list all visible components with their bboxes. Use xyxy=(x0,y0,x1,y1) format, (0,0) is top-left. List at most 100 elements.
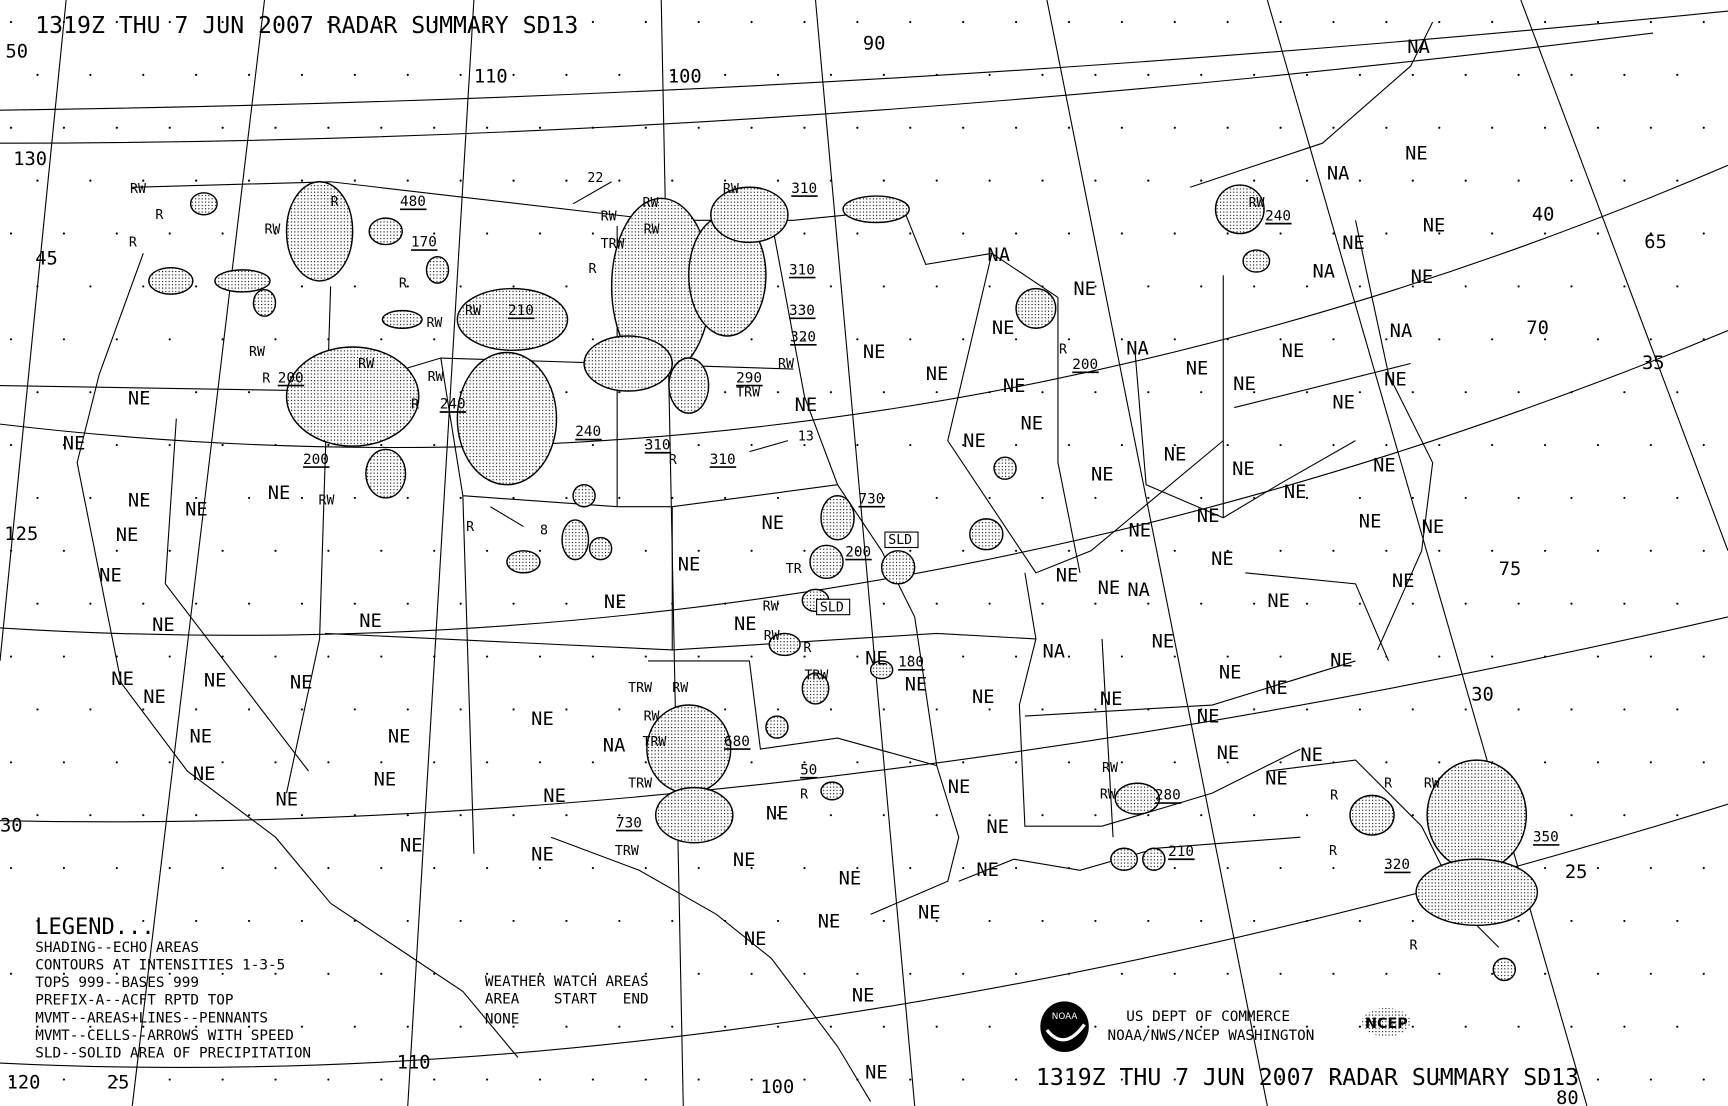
grid-dot xyxy=(380,972,383,975)
grid-dot xyxy=(1014,972,1018,975)
echo-area xyxy=(809,544,844,580)
grid-dot xyxy=(1173,972,1176,975)
echo-top-value: 330 xyxy=(789,303,815,319)
echo-area xyxy=(148,266,194,295)
echo-top-value: 310 xyxy=(791,181,817,197)
grid-dot xyxy=(1596,232,1600,235)
grid-dot xyxy=(565,391,568,394)
grid-dot xyxy=(1120,232,1123,235)
echo-area xyxy=(869,660,894,680)
grid-dot xyxy=(909,126,912,129)
grid-dot xyxy=(1543,338,1547,341)
report-status-label: NE xyxy=(1073,279,1096,300)
grid-dot xyxy=(433,866,436,870)
grid-dot xyxy=(1676,285,1679,288)
precip-type-label: R xyxy=(466,520,474,535)
report-status-label: NA xyxy=(1407,37,1430,58)
boundary-line xyxy=(1354,220,1434,651)
grid-dot xyxy=(1094,73,1097,77)
report-status-label: NE xyxy=(744,929,767,950)
grid-dot xyxy=(1332,20,1335,24)
grid-dot xyxy=(1464,1025,1467,1028)
grid-dot xyxy=(829,391,833,394)
grid-dot xyxy=(1596,126,1600,129)
grid-dot xyxy=(1067,338,1071,341)
graticule-line xyxy=(0,10,1728,111)
report-status-label: NE xyxy=(1405,144,1428,165)
grid-dot xyxy=(36,708,39,711)
grid-dot xyxy=(406,285,409,288)
grid-dot xyxy=(274,126,277,129)
report-status-label: NE xyxy=(733,850,756,871)
grid-dot xyxy=(433,20,436,24)
grid-dot xyxy=(1120,338,1123,341)
report-status-label: NE xyxy=(734,614,757,635)
grid-dot xyxy=(644,761,647,764)
echo-area xyxy=(285,181,354,282)
grid-dot xyxy=(803,232,806,235)
grid-dot xyxy=(1200,708,1203,711)
grid-dot xyxy=(1226,972,1229,975)
report-status-label: NE xyxy=(1265,768,1288,789)
boundary-line xyxy=(1190,21,1434,188)
boundary-line xyxy=(164,418,310,772)
grid-dot xyxy=(1147,602,1150,605)
grid-dot xyxy=(142,73,145,77)
grid-dot xyxy=(1385,232,1388,235)
grid-dot xyxy=(856,338,859,341)
grid-dot xyxy=(591,866,594,870)
grid-dot xyxy=(115,338,118,341)
grid-dot xyxy=(1385,338,1388,341)
grid-dot xyxy=(1464,73,1467,77)
grid-dot xyxy=(565,496,568,500)
grid-dot xyxy=(1200,602,1203,605)
grid-dot xyxy=(9,443,13,447)
weather-watch-box: WEATHER WATCH AREAS AREA START END NONE xyxy=(485,974,649,1027)
echo-area xyxy=(1214,184,1265,235)
echo-area xyxy=(1426,759,1528,871)
map-title-top: 1319Z THU 7 JUN 2007 RADAR SUMMARY SD13 xyxy=(35,13,578,39)
grid-dot xyxy=(1543,20,1547,24)
grid-dot xyxy=(1649,655,1652,658)
report-status-label: NE xyxy=(1411,267,1434,288)
grid-dot xyxy=(459,602,462,605)
grid-dot xyxy=(327,549,330,552)
grid-dot xyxy=(1147,814,1150,817)
grid-dot xyxy=(803,443,806,447)
grid-dot xyxy=(565,1025,568,1028)
grid-dot xyxy=(1067,20,1071,24)
grid-dot xyxy=(803,972,806,975)
grid-dot xyxy=(538,126,542,129)
grid-dot xyxy=(1491,1078,1494,1081)
grid-dot xyxy=(935,1025,938,1028)
grid-dot xyxy=(486,1078,489,1081)
grid-dot xyxy=(962,338,965,341)
grid-dot xyxy=(1702,655,1705,658)
grid-dot xyxy=(750,443,753,447)
echo-top-value: 210 xyxy=(508,303,534,319)
grid-dot xyxy=(935,496,938,500)
echo-top-value: 310 xyxy=(645,437,671,453)
precip-type-label: R xyxy=(129,236,137,251)
grid-dot xyxy=(89,73,92,77)
grid-dot xyxy=(1041,919,1044,923)
grid-dot xyxy=(1147,919,1150,923)
grid-dot xyxy=(327,761,330,764)
grid-dot xyxy=(406,179,409,182)
grid-dot xyxy=(142,496,145,500)
grid-dot xyxy=(697,1078,700,1081)
legend-heading: LEGEND... xyxy=(35,915,154,940)
grid-dot xyxy=(1464,179,1467,182)
grid-dot xyxy=(1570,708,1573,711)
grid-dot xyxy=(1067,972,1071,975)
report-status-label: NE xyxy=(795,395,818,416)
grid-dot xyxy=(486,20,489,24)
grid-dot xyxy=(247,708,251,711)
boundary-line xyxy=(462,495,475,854)
grid-dot xyxy=(168,866,171,870)
grid-dot xyxy=(459,1025,462,1028)
echo-top-value: 170 xyxy=(411,235,437,251)
grid-dot xyxy=(1332,1078,1335,1081)
grid-dot xyxy=(1041,391,1044,394)
grid-dot xyxy=(327,443,330,447)
